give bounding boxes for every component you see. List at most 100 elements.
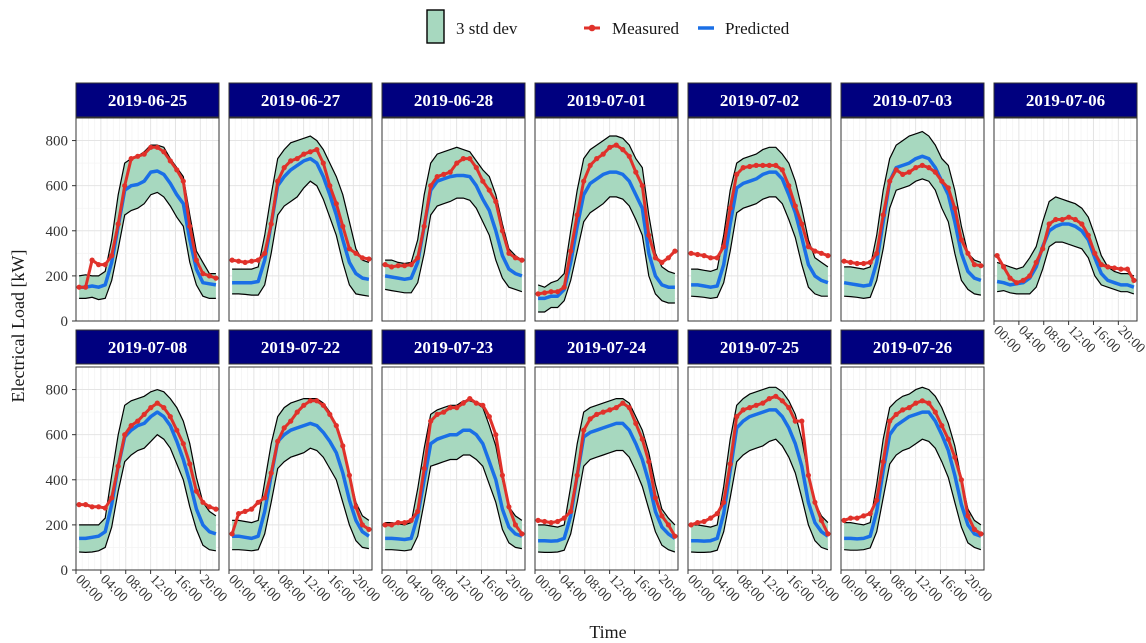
measured-point (148, 405, 154, 411)
measured-line (79, 145, 217, 289)
measured-point (786, 183, 792, 189)
measured-point (229, 531, 235, 537)
panel-title: 2019-07-24 (567, 338, 647, 357)
measured-point (633, 169, 639, 175)
panel-strip (534, 82, 679, 118)
measured-point (607, 407, 613, 413)
measured-point (519, 531, 525, 537)
y-tick-label: 800 (46, 383, 69, 399)
band-lower-line (232, 447, 370, 552)
y-tick-label: 600 (46, 428, 69, 444)
measured-point (919, 398, 925, 404)
measured-point (135, 153, 141, 159)
measured-point (213, 506, 219, 512)
x-tick-label: 00:00 (225, 572, 258, 605)
measured-point (874, 497, 880, 503)
measured-point (161, 405, 167, 411)
predicted-line (691, 408, 829, 543)
measured-point (926, 400, 932, 406)
measured-point (594, 411, 600, 417)
measured-point (1098, 262, 1104, 268)
band-lower-line (232, 180, 370, 297)
measured-point (421, 465, 427, 472)
measured-point (167, 414, 173, 420)
measured-point (639, 436, 645, 442)
panel-title: 2019-07-01 (567, 91, 646, 110)
measured-line (230, 399, 370, 535)
measured-point (307, 149, 313, 155)
y-axis-label: Electrical Load [kW] (8, 250, 28, 403)
x-tick-label: 04:00 (556, 572, 589, 605)
panel-strip (534, 329, 679, 365)
measured-point (848, 259, 854, 265)
measured-point (395, 520, 401, 526)
measured-point (314, 147, 320, 153)
measured-point (187, 461, 193, 467)
measured-point (281, 425, 287, 431)
measured-point (825, 531, 831, 537)
measured-point (672, 248, 678, 254)
x-tick-label: 00:00 (531, 572, 564, 605)
measured-point (193, 488, 199, 494)
measured-point (535, 517, 541, 524)
measured-point (499, 472, 505, 478)
band-upper-line (78, 144, 216, 277)
panel-title: 2019-07-23 (414, 338, 493, 357)
measured-point (473, 165, 479, 171)
measured-point (346, 246, 352, 252)
measured-point (506, 250, 512, 256)
measured-point (154, 400, 160, 406)
measured-point (340, 443, 346, 449)
measured-point (275, 438, 281, 444)
measured-line (690, 394, 830, 535)
measured-line (690, 163, 829, 260)
panel-strip (228, 329, 373, 365)
predicted-line (996, 222, 1135, 289)
measured-point (760, 400, 766, 406)
panel-strip (381, 329, 526, 365)
measured-point (1046, 221, 1052, 227)
measured-point (249, 258, 255, 264)
x-tick-label: 12:00 (453, 572, 486, 605)
predicted-line (385, 428, 523, 542)
measured-point (415, 255, 421, 261)
measured-point (652, 255, 659, 261)
measured-point (792, 418, 798, 424)
y-tick-label: 400 (46, 473, 69, 489)
panel-2019-06-27: 2019-06-27 (228, 82, 373, 322)
measured-point (574, 212, 580, 218)
measured-point (727, 205, 733, 211)
measured-point (766, 162, 772, 168)
measured-point (174, 427, 180, 433)
x-tick-label: 16:00 (478, 572, 511, 605)
measured-point (275, 178, 281, 184)
measured-point (535, 291, 541, 297)
x-tick-label: 12:00 (606, 572, 639, 605)
measured-point (688, 522, 694, 528)
measured-point (978, 531, 984, 537)
x-tick-label: 16:00 (325, 572, 358, 605)
measured-point (76, 284, 82, 290)
measured-point (887, 418, 893, 424)
measured-point (415, 508, 421, 514)
measured-point (206, 504, 212, 510)
measured-point (402, 263, 408, 269)
y-tick-label: 200 (46, 518, 69, 534)
measured-point (965, 513, 971, 519)
measured-point (945, 185, 951, 191)
measured-point (812, 499, 818, 505)
measured-point (779, 167, 785, 173)
panel-frame (75, 366, 220, 571)
measured-point (792, 203, 798, 209)
measured-point (206, 273, 212, 279)
measured-point (486, 187, 492, 193)
measured-point (695, 520, 701, 526)
measured-point (109, 495, 115, 501)
panel-frame (840, 366, 985, 571)
measured-point (740, 407, 746, 413)
measured-point (926, 165, 932, 171)
